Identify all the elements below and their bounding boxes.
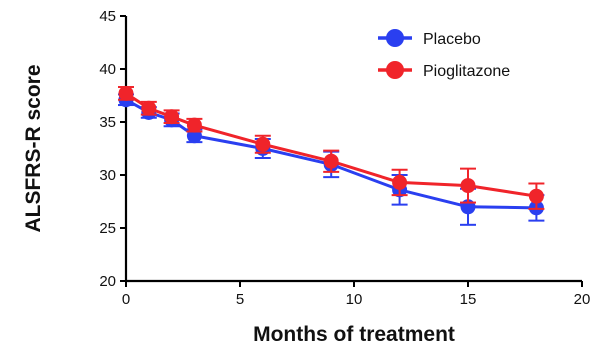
- data-point: [118, 85, 134, 101]
- legend-item-placebo: Placebo: [378, 29, 481, 48]
- series-line: [125, 92, 537, 198]
- data-point: [186, 117, 202, 133]
- y-tick-label: 30: [99, 167, 116, 184]
- series-layer: [118, 85, 545, 226]
- y-tick-label: 20: [99, 273, 116, 290]
- data-point: [460, 178, 476, 194]
- y-tick-label: 35: [99, 114, 116, 131]
- legend-label: Placebo: [423, 31, 481, 48]
- legend-item-pioglitazone: Pioglitazone: [378, 61, 510, 80]
- legend: Placebo Pioglitazone: [378, 29, 510, 80]
- x-axis-title: Months of treatment: [253, 323, 455, 346]
- x-tick-label: 15: [460, 291, 477, 308]
- data-point: [528, 188, 544, 204]
- axes-layer: 20 25 30 35 40 45 0 5 10 15 20: [99, 8, 590, 308]
- data-point: [164, 109, 180, 125]
- y-axis-title: ALSFRS-R score: [22, 64, 45, 232]
- x-tick-label: 20: [574, 291, 591, 308]
- y-tick-label: 45: [99, 8, 116, 25]
- y-tick-label: 25: [99, 220, 116, 237]
- legend-swatch-marker: [386, 61, 404, 79]
- y-tick-label: 40: [99, 61, 116, 78]
- data-point: [323, 153, 339, 169]
- x-tick-label: 0: [122, 291, 130, 308]
- legend-swatch-marker: [386, 29, 404, 47]
- data-point: [255, 136, 271, 152]
- x-tick-label: 5: [236, 291, 244, 308]
- data-point: [141, 100, 157, 116]
- x-tick-label: 10: [346, 291, 363, 308]
- series-pioglitazone: [118, 85, 545, 210]
- legend-label: Pioglitazone: [423, 63, 510, 80]
- data-point: [392, 174, 408, 190]
